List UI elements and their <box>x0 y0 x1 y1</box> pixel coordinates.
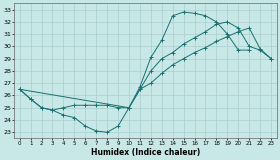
X-axis label: Humidex (Indice chaleur): Humidex (Indice chaleur) <box>91 148 200 156</box>
